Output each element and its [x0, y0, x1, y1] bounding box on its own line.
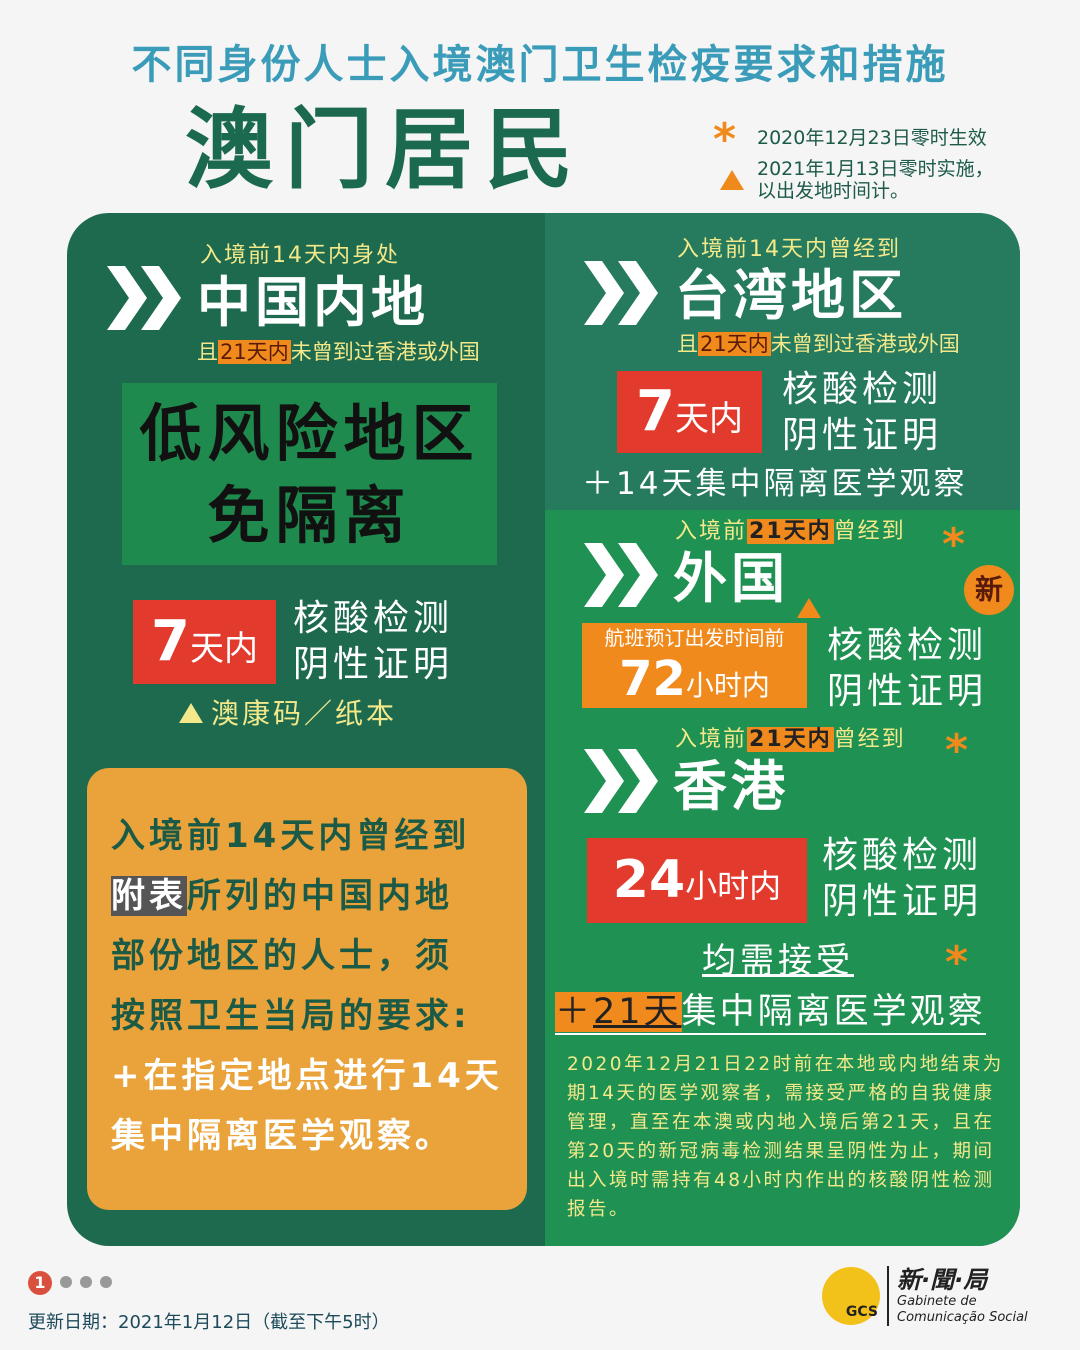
asterisk-icon: * [945, 725, 969, 776]
asterisk-icon: * [945, 937, 969, 988]
taiwan-condition: 且21天内未曾到过香港或外国 [677, 332, 960, 356]
test-days-badge: 7天内 [617, 371, 762, 453]
update-date: 更新日期：2021年1月12日（截至下午5时） [28, 1312, 390, 1333]
common-heading: 均需接受 [702, 941, 854, 981]
page-subtitle: 澳门居民 [185, 98, 586, 201]
hk-test: 核酸检测 阴性证明 [822, 835, 983, 922]
foreign-test: 核酸检测 阴性证明 [827, 625, 988, 712]
mainland-condition: 且21天内未曾到过香港或外国 [197, 340, 480, 364]
health-code: 澳康码／纸本 [179, 697, 397, 731]
gcs-logo-text: 新·聞·局 Gabinete de Comunicação Social [887, 1266, 1028, 1326]
triangle-icon [720, 170, 744, 190]
chevron-icon [584, 261, 658, 325]
special-areas-box: 入境前14天内曾经到 附表所列的中国内地 部份地区的人士，须 按照卫生当局的要求:… [87, 768, 527, 1210]
triangle-icon [179, 703, 203, 723]
asterisk-icon: * [942, 519, 966, 570]
hk-pre: 入境前21天内曾经到 [675, 727, 906, 752]
mainland-region: 中国内地 [197, 271, 429, 334]
page-title: 不同身份人士入境澳门卫生检疫要求和措施 [131, 42, 949, 88]
asterisk-icon: * [713, 114, 737, 165]
gcs-logo: GCS [822, 1267, 880, 1325]
page-dot[interactable] [60, 1276, 72, 1288]
taiwan-region: 台湾地区 [675, 264, 907, 327]
foreign-region: 外国 [673, 547, 789, 610]
chevron-icon [584, 749, 658, 813]
triangle-icon [797, 598, 821, 618]
page-dot[interactable] [100, 1276, 112, 1288]
new-badge: 新 [964, 565, 1014, 615]
taiwan-quarantine: ＋14天集中隔离医学观察 [582, 466, 968, 502]
taiwan-pre: 入境前14天内曾经到 [677, 237, 901, 262]
legend-implement: 2021年1月13日零时实施， 以出发地时间计。 [757, 158, 994, 202]
hk-hours-badge: 24小时内 [587, 838, 807, 923]
chevron-icon [584, 543, 658, 607]
flight-box: 航班预订出发时间前 72小时内 [582, 623, 807, 708]
mainland-pre: 入境前14天内身处 [200, 243, 400, 268]
low-risk-box: 低风险地区 免隔离 [122, 383, 497, 565]
common-note: 2020年12月21日22时前在本地或内地结束为期14天的医学观察者，需接受严格… [567, 1054, 1004, 1220]
mainland-test: 核酸检测 阴性证明 [293, 598, 454, 685]
hk-region: 香港 [673, 755, 789, 818]
page-indicator-active[interactable]: 1 [28, 1271, 52, 1295]
main-panel: 入境前14天内身处 中国内地 且21天内未曾到过香港或外国 低风险地区 免隔离 7… [67, 213, 1020, 1246]
test-days-badge: 7天内 [133, 600, 276, 684]
common-quarantine: ＋21天集中隔离医学观察 [555, 991, 986, 1035]
chevron-icon [107, 266, 181, 330]
page-dot[interactable] [80, 1276, 92, 1288]
annex-link[interactable]: 附表 [111, 876, 187, 916]
foreign-pre: 入境前21天内曾经到 [675, 519, 906, 544]
taiwan-test: 核酸检测 阴性证明 [782, 369, 943, 456]
legend-effective: 2020年12月23日零时生效 [757, 127, 987, 149]
